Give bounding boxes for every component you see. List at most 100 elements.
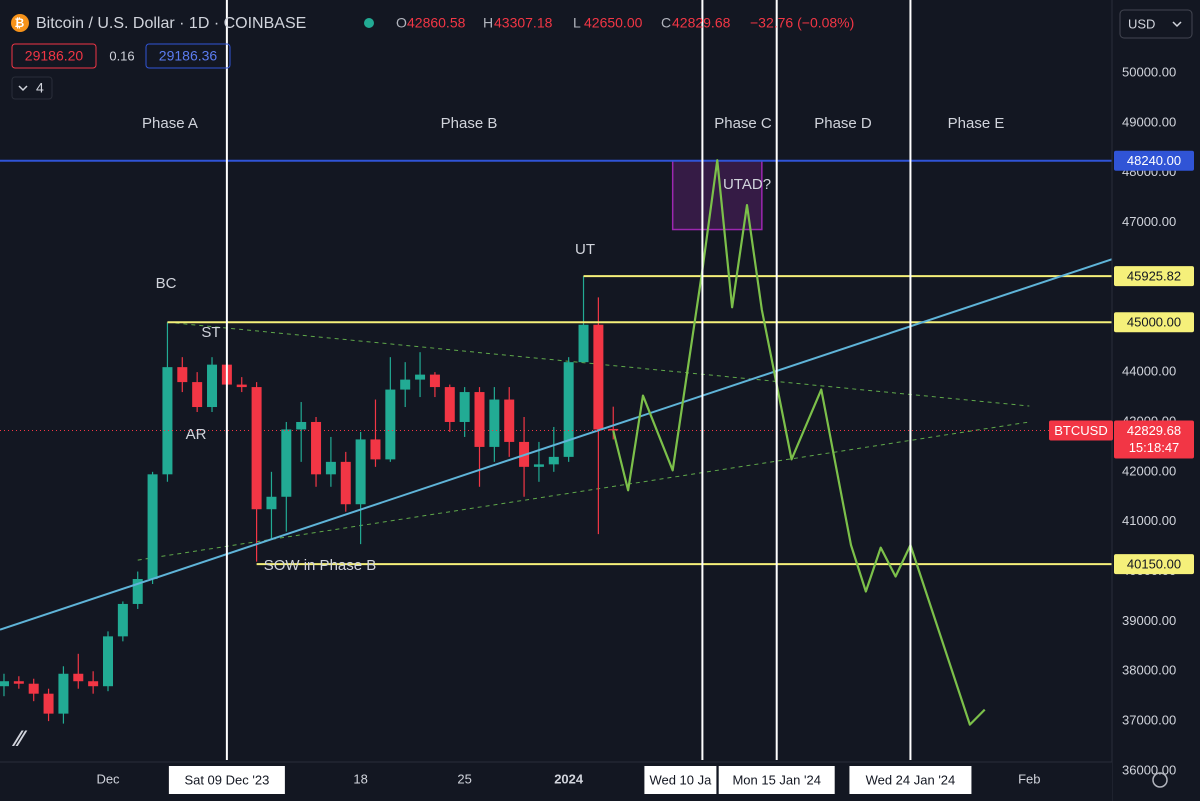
y-tick-label: 36000.00: [1122, 762, 1176, 777]
candle-body: [325, 461, 336, 475]
x-tick-label: 25: [457, 771, 471, 786]
y-tick-label: 38000.00: [1122, 663, 1176, 678]
y-tick-label: 49000.00: [1122, 114, 1176, 129]
candle-body: [207, 364, 218, 408]
chart-title: Bitcoin / U.S. Dollar · 1D · COINBASE: [36, 15, 306, 32]
x-tick-label: 18: [353, 771, 367, 786]
candle-body: [147, 474, 158, 580]
candle-body: [370, 439, 381, 460]
ohlc-key: C: [661, 15, 671, 31]
annotation: SOW in Phase B: [264, 557, 377, 574]
phase-label: Phase C: [714, 115, 772, 132]
buy-price: 29186.36: [159, 48, 218, 64]
candle-body: [117, 603, 128, 637]
candle-body: [266, 496, 277, 510]
annotation: BC: [156, 275, 177, 292]
phase-label: Phase B: [441, 115, 498, 132]
candle-body: [578, 324, 589, 363]
candle-body: [88, 681, 99, 687]
sell-box[interactable]: [11, 43, 97, 69]
last-price: 42829.68: [1127, 423, 1181, 438]
candle-body: [385, 389, 396, 460]
ohlc-key: L: [573, 15, 581, 31]
overlay: 36000.0037000.0038000.0039000.0040000.00…: [96, 64, 1194, 794]
ohlc-value: 42650.00: [584, 15, 643, 31]
marker-tag: [168, 766, 285, 794]
candle-body: [296, 421, 307, 430]
candle-body: [58, 673, 69, 714]
y-tick-label: 39000.00: [1122, 613, 1176, 628]
candle-body: [548, 456, 559, 465]
price-tag: [1114, 420, 1194, 459]
y-tick-label: 42000.00: [1122, 463, 1176, 478]
ohlc-key: H: [483, 15, 493, 31]
sell-price: 29186.20: [25, 48, 84, 64]
candle-body: [444, 387, 455, 422]
y-tick-label: 47000.00: [1122, 214, 1176, 229]
level-tag: [1114, 266, 1194, 287]
symbol-tag: [1049, 420, 1113, 441]
candle-body: [593, 324, 604, 430]
annotation: ST: [201, 324, 220, 341]
marker-label: Mon 15 Jan '24: [732, 772, 821, 787]
x-tick-label: 2024: [554, 771, 584, 786]
coin-icon: [11, 14, 29, 32]
level-tag: [1114, 150, 1194, 171]
candle-body: [608, 428, 619, 431]
marker-label: Wed 24 Jan '24: [866, 772, 956, 787]
indicator-count: 4: [36, 80, 44, 96]
candle-body: [0, 681, 9, 687]
candle-body: [429, 374, 440, 388]
trendline: [0, 257, 1116, 631]
level-tag: [1114, 554, 1194, 575]
candle-body: [73, 673, 84, 682]
change: −32.76 (−0.08%): [750, 15, 854, 31]
currency: USD: [1128, 16, 1155, 31]
phase-label: Phase E: [948, 115, 1005, 132]
coin-glyph: ₿: [15, 16, 25, 30]
candle-body: [563, 362, 574, 457]
ohlc-key: O: [396, 15, 407, 31]
level-label: 48240.00: [1127, 153, 1181, 168]
symbol-label: BTCUSD: [1054, 423, 1107, 438]
candle-body: [355, 439, 366, 505]
phase-label: Phase A: [142, 115, 198, 132]
level-label: 45000.00: [1127, 315, 1181, 330]
candle-body: [533, 464, 544, 467]
settings-icon[interactable]: [1152, 772, 1168, 788]
x-tick-label: Feb: [1018, 771, 1040, 786]
channel-line: [137, 421, 1030, 561]
candle-body: [311, 421, 322, 475]
chevron: [18, 85, 28, 92]
indicators-toggle[interactable]: [11, 76, 53, 100]
status-dot: [364, 18, 374, 28]
currency-select[interactable]: [1119, 9, 1193, 39]
phase-label: Phase D: [814, 115, 872, 132]
ohlc-value: 42829.68: [672, 15, 731, 31]
candle-body: [474, 392, 485, 447]
chevron: [1172, 21, 1182, 28]
level-label: 40150.00: [1127, 557, 1181, 572]
buy-box[interactable]: [145, 43, 231, 69]
candle-body: [400, 379, 411, 390]
price-axis: [1112, 0, 1200, 801]
ohlc-value: 43307.18: [494, 15, 553, 31]
annotation: UT: [575, 241, 595, 258]
y-tick-label: 37000.00: [1122, 713, 1176, 728]
annotation: UTAD?: [723, 176, 771, 193]
candle-body: [459, 392, 470, 422]
candle-body: [504, 399, 515, 442]
level-tag: [1114, 312, 1194, 333]
countdown: 15:18:47: [1129, 440, 1180, 455]
annotation: AR: [186, 426, 207, 443]
plot-area: Phase A Phase B Phase C Phase D Phase E BC ST A…: [0, 0, 1116, 760]
level-label: 45925.82: [1127, 269, 1181, 284]
candle-body: [192, 382, 203, 408]
candle-body: [28, 683, 39, 694]
candle-body: [43, 693, 54, 714]
candle-body: [489, 399, 500, 447]
candle-body: [132, 579, 143, 604]
y-tick-label: 50000.00: [1122, 64, 1176, 79]
y-tick-label: 41000.00: [1122, 513, 1176, 528]
